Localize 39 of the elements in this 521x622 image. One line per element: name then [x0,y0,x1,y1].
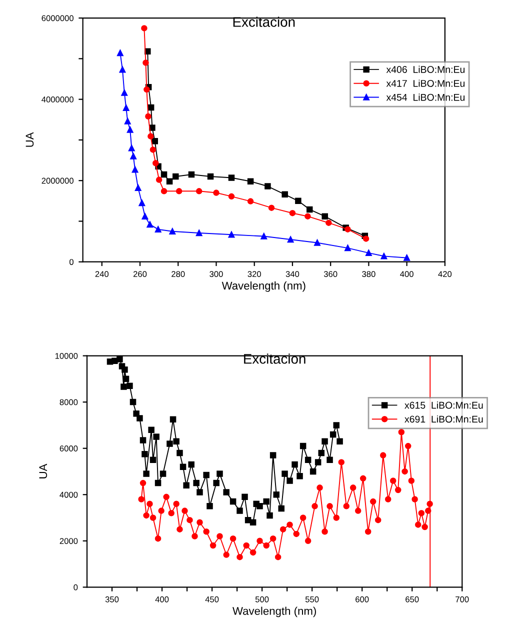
x-tick-label: 500 [255,596,269,602]
legend-label: x615 LiBO:Mn:Eu [404,402,483,409]
y-tick-label: 2000 [60,538,78,544]
x-tick-label: 600 [356,596,369,602]
y-axis-title: UA [26,132,34,147]
x-tick-label: 400 [155,596,169,602]
x-tick-label: 420 [438,271,452,278]
x-tick-label: 340 [286,271,300,278]
chart-title: Excitacion [244,354,306,364]
x-tick-label: 320 [248,271,261,278]
y-tick-label: 4000 [60,492,78,498]
x-tick-label: 550 [305,596,319,602]
x-tick-label: 400 [400,271,414,278]
x-tick-label: 280 [172,271,185,278]
x-tick-label: 700 [456,596,469,602]
y-tick-label: 0 [74,584,78,590]
x-tick-label: 260 [133,271,147,278]
legend-label: x417 LiBO:Mn:Eu [386,80,465,87]
legend-label: x406 LiBO:Mn:Eu [386,66,465,73]
y-tick-label: 6000 [60,446,78,452]
x-axis-title: Wavelength (nm) [222,281,306,292]
y-axis-title: UA [39,464,48,478]
y-tick-label: 10000 [55,352,78,359]
legend-label: x691 LiBO:Mn:Eu [404,415,483,423]
y-tick-label: 6000000 [42,15,74,22]
y-tick-label: 8000 [60,399,78,406]
x-tick-label: 380 [362,271,376,278]
x-tick-label: 450 [205,596,219,602]
legend-label: x454 LiBO:Mn:Eu [386,94,465,101]
y-tick-label: 2000000 [42,178,74,184]
y-tick-label: 4000000 [42,96,74,102]
x-tick-label: 350 [105,596,119,602]
x-tick-label: 650 [406,596,419,602]
x-tick-label: 360 [324,271,338,278]
x-axis-title: Wavelength (nm) [232,606,316,618]
y-tick-label: 0 [70,259,74,265]
x-tick-label: 300 [210,271,223,278]
x-tick-label: 240 [95,271,109,278]
chart-title: Excitacion [233,16,295,27]
